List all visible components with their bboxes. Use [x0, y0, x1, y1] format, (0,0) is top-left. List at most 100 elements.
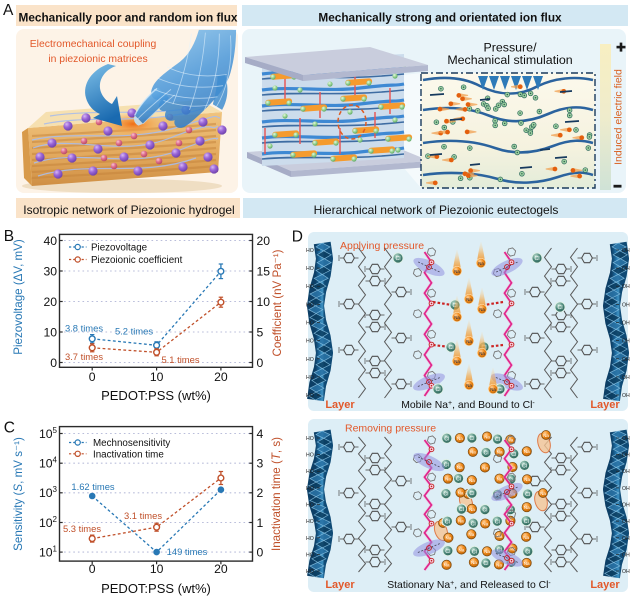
svg-text:2: 2	[257, 486, 264, 500]
svg-text:in piezoionic matrices: in piezoionic matrices	[48, 54, 147, 65]
svg-text:Na: Na	[445, 477, 451, 482]
svg-text:OH: OH	[622, 339, 630, 345]
svg-text:Na: Na	[507, 438, 513, 443]
svg-text:Piezoionic coefficient: Piezoionic coefficient	[91, 255, 183, 266]
svg-text:HO: HO	[306, 486, 314, 492]
svg-text:HO: HO	[306, 321, 314, 327]
svg-text:20: 20	[257, 234, 271, 248]
svg-text:1: 1	[257, 516, 264, 530]
svg-text:Na: Na	[523, 535, 529, 540]
svg-text:Cl: Cl	[557, 305, 562, 311]
svg-text:Na: Na	[471, 560, 477, 565]
svg-text:Layer: Layer	[325, 399, 355, 411]
svg-text:Cl: Cl	[469, 436, 474, 442]
svg-text:HO: HO	[306, 393, 314, 399]
svg-text:OH: OH	[622, 375, 630, 381]
svg-text:Applying pressure: Applying pressure	[340, 240, 424, 252]
svg-text:OH: OH	[622, 469, 630, 475]
svg-text:A: A	[3, 2, 14, 19]
svg-text:Cl: Cl	[525, 492, 530, 498]
svg-text:Na: Na	[479, 307, 485, 312]
svg-text:OH: OH	[622, 569, 630, 575]
svg-text:PEDOT:PSS (wt%): PEDOT:PSS (wt%)	[101, 581, 211, 596]
svg-text:HO: HO	[306, 552, 314, 558]
svg-text:30: 30	[43, 264, 57, 278]
svg-text:Piezovoltage: Piezovoltage	[91, 243, 148, 254]
svg-text:Na: Na	[454, 315, 460, 320]
svg-text:HO: HO	[306, 469, 314, 475]
svg-text:Cl: Cl	[459, 507, 464, 513]
svg-text:20: 20	[214, 370, 228, 384]
svg-text:5.3 times: 5.3 times	[63, 523, 101, 534]
svg-text:1.62 times: 1.62 times	[71, 481, 115, 492]
svg-text:Na: Na	[497, 477, 503, 482]
svg-text:3.7 times: 3.7 times	[65, 351, 103, 362]
svg-text:5.1 times: 5.1 times	[161, 354, 199, 365]
svg-text:Cl: Cl	[495, 519, 500, 525]
svg-text:Na: Na	[482, 521, 488, 526]
svg-text:Na: Na	[484, 434, 490, 439]
svg-text:Na: Na	[479, 351, 485, 356]
svg-text:Cl: Cl	[456, 477, 461, 483]
svg-text:Na: Na	[478, 261, 484, 266]
svg-text:Mechanically strong and orient: Mechanically strong and orientated ion f…	[318, 10, 562, 24]
svg-text:Na: Na	[458, 490, 464, 495]
svg-text:Na: Na	[469, 478, 475, 483]
svg-text:0: 0	[89, 370, 96, 384]
svg-text:OH: OH	[622, 266, 630, 272]
svg-text:Na: Na	[458, 518, 464, 523]
svg-text:HO: HO	[306, 436, 314, 442]
svg-text:0: 0	[257, 545, 264, 559]
svg-text:OH: OH	[622, 453, 630, 459]
svg-text:OH: OH	[622, 503, 630, 509]
svg-text:10: 10	[150, 370, 164, 384]
svg-text:Na: Na	[454, 269, 460, 274]
svg-text:HO: HO	[306, 339, 314, 345]
svg-text:104: 104	[39, 456, 58, 471]
svg-text:4: 4	[257, 427, 264, 441]
svg-text:Na: Na	[466, 339, 472, 344]
svg-text:Inactivation time (T, s): Inactivation time (T, s)	[270, 437, 283, 551]
svg-text:Cl: Cl	[472, 549, 477, 555]
svg-text:5: 5	[257, 325, 264, 339]
svg-text:Cl: Cl	[448, 345, 453, 351]
svg-text:Na: Na	[524, 561, 530, 566]
svg-text:Cl: Cl	[435, 387, 440, 393]
svg-text:Sensitivity (S, mV s⁻¹): Sensitivity (S, mV s⁻¹)	[12, 437, 25, 551]
svg-text:Na: Na	[496, 562, 502, 567]
svg-text:Cl: Cl	[469, 491, 474, 497]
svg-text:OH: OH	[622, 248, 630, 254]
svg-text:Cl: Cl	[445, 549, 450, 555]
svg-text:HO: HO	[306, 284, 314, 290]
svg-text:Cl: Cl	[482, 508, 487, 514]
svg-text:Cl: Cl	[534, 256, 539, 262]
svg-text:0: 0	[89, 562, 96, 576]
svg-text:149 times: 149 times	[167, 546, 208, 557]
svg-text:HO: HO	[306, 375, 314, 381]
svg-text:Layer: Layer	[590, 399, 620, 411]
svg-text:Isotropic network of Piezoioni: Isotropic network of Piezoionic hydrogel	[23, 203, 234, 217]
svg-text:Cl: Cl	[522, 463, 527, 469]
svg-text:Cl: Cl	[395, 256, 400, 262]
svg-text:Na: Na	[509, 546, 515, 551]
svg-text:OH: OH	[622, 357, 630, 363]
svg-text:Piezovoltage (ΔV, mV): Piezovoltage (ΔV, mV)	[12, 239, 25, 355]
svg-text:OH: OH	[622, 486, 630, 492]
svg-text:Electromechanical coupling: Electromechanical coupling	[30, 39, 157, 50]
svg-text:Na: Na	[444, 563, 450, 568]
svg-text:Cl: Cl	[508, 477, 513, 483]
svg-text:3.8 times: 3.8 times	[65, 323, 103, 334]
svg-text:Na: Na	[524, 505, 530, 510]
svg-text:OH: OH	[622, 519, 630, 525]
svg-text:Cl: Cl	[524, 519, 529, 525]
svg-text:OH: OH	[622, 321, 630, 327]
svg-text:Cl: Cl	[443, 492, 448, 498]
svg-text:Na: Na	[490, 387, 496, 392]
svg-text:103: 103	[39, 485, 58, 500]
svg-text:Cl: Cl	[495, 437, 500, 443]
svg-text:Coefficient (nV Pa⁻¹): Coefficient (nV Pa⁻¹)	[271, 249, 284, 356]
svg-text:0: 0	[50, 356, 57, 370]
svg-text:102: 102	[39, 515, 58, 530]
svg-text:Na: Na	[445, 536, 451, 541]
svg-text:15: 15	[257, 264, 271, 278]
